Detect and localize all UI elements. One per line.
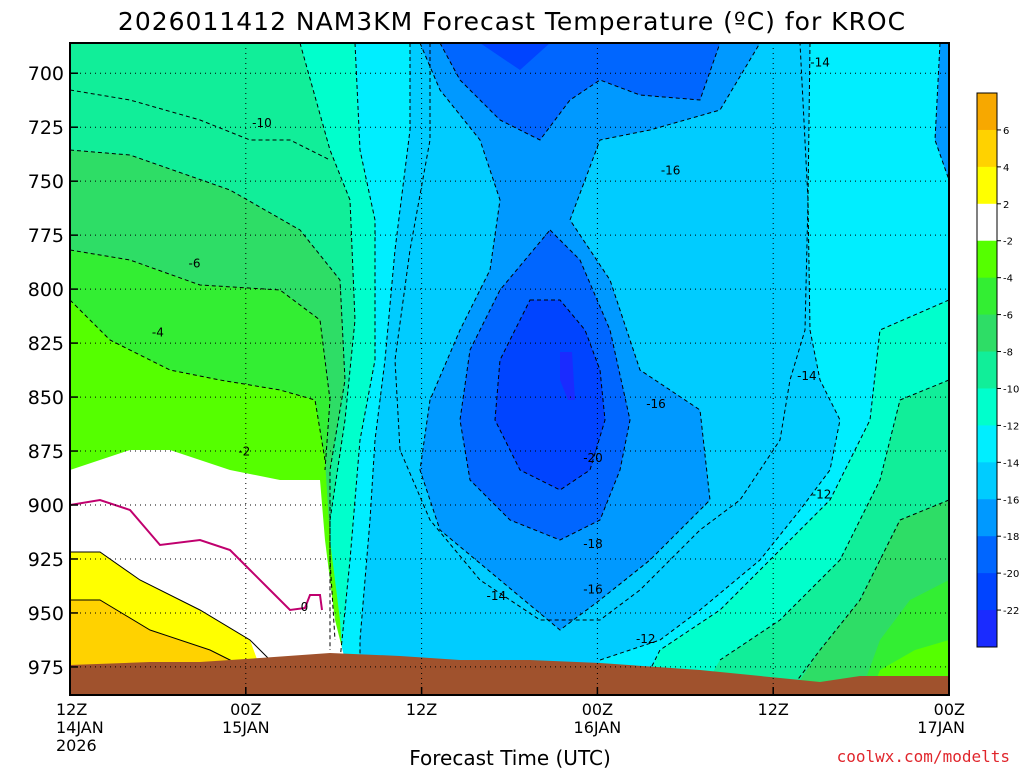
colorbar-tick-label: -4 [1003, 274, 1013, 285]
colorbar-band [977, 462, 997, 500]
contour-label: -18 [583, 537, 603, 551]
x-tick-label: 2026 [56, 736, 97, 755]
colorbar-tick-label: 2 [1003, 200, 1009, 211]
colorbar-tick-label: -16 [1003, 495, 1019, 506]
colorbar: 6 4 2 -2 -4 -6 -8 -10 -12 -14 -16 -18 -20 -22 [976, 92, 1019, 648]
y-tick-label: 750 [28, 171, 64, 193]
contour-label: -4 [152, 326, 164, 340]
colorbar-band [977, 277, 997, 316]
colorbar-band [977, 610, 997, 648]
y-tick-label: 850 [28, 387, 64, 409]
colorbar-band [977, 129, 997, 168]
y-tick-label: 700 [28, 63, 64, 85]
y-tick-label: 800 [28, 279, 64, 301]
x-tick-label: 00Z [934, 700, 965, 719]
x-tick-label: 12Z [758, 700, 789, 719]
band-minus20-top [480, 43, 550, 70]
colorbar-tick-label: 4 [1003, 163, 1009, 174]
colorbar-tick-label: -8 [1003, 348, 1013, 359]
y-tick-label: 950 [28, 603, 64, 625]
contour-label: -14 [797, 369, 817, 383]
x-tick-label: 15JAN [222, 718, 270, 737]
y-tick-label: 875 [28, 441, 64, 463]
x-tick-label: 14JAN [56, 718, 104, 737]
contour-lines [70, 43, 949, 691]
y-tick-label: 725 [28, 117, 64, 139]
warm-contours [70, 551, 271, 671]
band-minus18 [440, 43, 720, 140]
colorbar-tick-label: -20 [1003, 569, 1019, 580]
terrain-ground [70, 653, 949, 695]
chart-title: 2026011412 NAM3KM Forecast Temperature (… [118, 7, 906, 36]
contour-label: -20 [583, 451, 603, 465]
colorbar-band [977, 314, 997, 353]
contour-label: -14 [487, 589, 507, 603]
colorbar-band [977, 166, 997, 205]
colorbar-tick-label: -12 [1003, 421, 1019, 432]
grid-lines [70, 43, 949, 695]
colorbar-band [977, 351, 997, 389]
band-minus20 [495, 300, 605, 490]
colorbar-band [977, 93, 997, 131]
colorbar-band [977, 536, 997, 574]
plot-frame [69, 42, 950, 696]
credit-text: coolwx.com/modelts [837, 747, 1010, 766]
colorbar-band [977, 203, 997, 242]
contour-label: -10 [252, 116, 272, 130]
y-tick-label: 975 [28, 657, 64, 679]
x-tick-label: 00Z [582, 700, 613, 719]
plot-area [70, 43, 949, 695]
y-tick-label: 775 [28, 225, 64, 247]
contour-label: -16 [646, 397, 666, 411]
colorbar-tick-label: 6 [1003, 126, 1009, 137]
x-tick-label: 17JAN [917, 718, 965, 737]
band-minus22 [560, 352, 575, 400]
contour-label: 0 [301, 600, 309, 614]
contour-label: -2 [238, 444, 250, 458]
colorbar-tick-label: -14 [1003, 458, 1019, 469]
colorbar-band [977, 240, 997, 279]
colorbar-band [977, 573, 997, 611]
band-minus16-right-strip [935, 43, 949, 180]
contour-label: -14 [810, 56, 830, 70]
y-axis: 700 725 750 775 800 825 850 875 900 925 950 975 [28, 63, 78, 679]
colorbar-tick-label: -2 [1003, 237, 1013, 248]
colorbar-tick-label: -6 [1003, 311, 1013, 322]
contour-labels: -14 -10 -16 -6 -4 -14 -16 -2 -20 -12 -18 -14 -16 0 -12 [152, 56, 831, 646]
colorbar-band [977, 388, 997, 426]
x-tick-label: 12Z [406, 700, 437, 719]
contour-label: -12 [812, 488, 832, 502]
colorbar-tick-label: -18 [1003, 532, 1019, 543]
contour-label: -16 [583, 583, 603, 597]
contour-label: -16 [661, 164, 681, 178]
x-axis-label: Forecast Time (UTC) [409, 746, 611, 768]
x-tick-label: 16JAN [574, 718, 622, 737]
colorbar-band [977, 499, 997, 537]
contour-label: -12 [636, 632, 656, 646]
freezing-line [70, 498, 323, 612]
y-tick-label: 925 [28, 549, 64, 571]
colorbar-frame [976, 92, 998, 648]
colorbar-tick-label: -10 [1003, 384, 1019, 395]
colorbar-band [977, 425, 997, 463]
colorbar-tick-label: -22 [1003, 606, 1019, 617]
x-tick-label: 12Z [56, 700, 87, 719]
y-tick-label: 825 [28, 333, 64, 355]
contour-label: -6 [189, 257, 201, 271]
x-tick-label: 00Z [230, 700, 261, 719]
y-tick-label: 900 [28, 495, 64, 517]
